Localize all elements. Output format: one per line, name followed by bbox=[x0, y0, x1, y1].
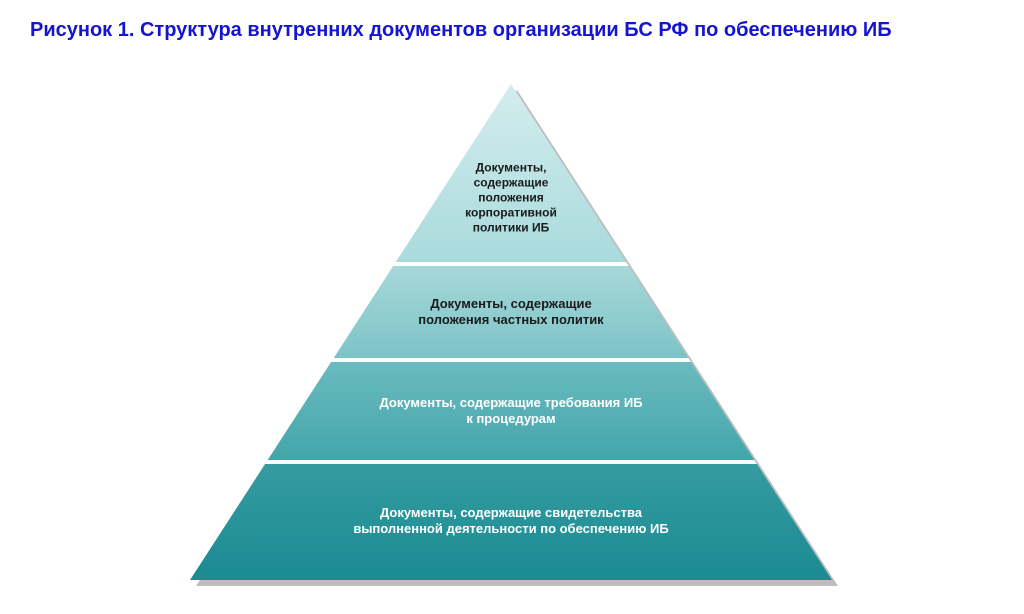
pyramid-level-2-label: Документы, содержащие положения частных … bbox=[361, 296, 661, 329]
pyramid-level-1-label: Документы, содержащие положения корпорат… bbox=[426, 161, 596, 236]
pyramid-separator bbox=[393, 262, 629, 266]
pyramid-separator bbox=[331, 358, 691, 362]
pyramid-level-3-label: Документы, содержащие требования ИБ к пр… bbox=[301, 395, 721, 428]
pyramid-container: Документы, содержащие положения корпорат… bbox=[0, 0, 1024, 609]
pyramid-level-4-label: Документы, содержащие свидетельства выпо… bbox=[261, 505, 761, 538]
pyramid-separator bbox=[265, 460, 757, 464]
